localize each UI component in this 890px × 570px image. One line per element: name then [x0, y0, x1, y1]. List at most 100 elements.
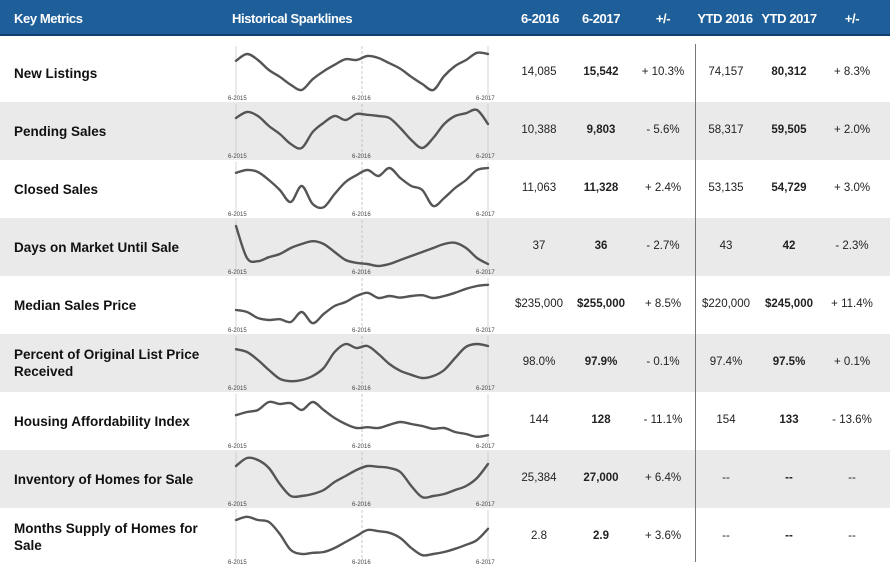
- value-ytd-2017: 80,312: [771, 66, 807, 78]
- sparkline-tick-label: 6-2017: [476, 96, 495, 102]
- value-6-2017: 128: [591, 414, 611, 426]
- sparkline-series: [234, 51, 490, 92]
- sparkline: 6-2015 6-2016 6-2017: [228, 450, 495, 510]
- sparkline-tick-label: 6-2015: [228, 212, 247, 218]
- sparkline-tick-label: 6-2015: [228, 328, 247, 334]
- column-divider: [695, 44, 696, 562]
- sparkline-svg: [234, 394, 490, 444]
- value-change: - 11.1%: [643, 414, 683, 426]
- value-change: - 2.7%: [646, 240, 680, 252]
- value-ytd-2017: 59,505: [771, 124, 807, 136]
- sparkline: 6-2015 6-2016 6-2017: [228, 44, 495, 104]
- sparkline-svg: [234, 46, 490, 96]
- value-6-2017: $255,000: [577, 298, 625, 310]
- value-ytd-2017: --: [785, 530, 793, 542]
- table-row: Median Sales Price 6-2015 6-2016 6-2017 $235…: [0, 276, 890, 334]
- header-ytd-2017: YTD 2017: [761, 11, 817, 26]
- header-ytd-change: +/-: [844, 11, 860, 26]
- sparkline-svg: [234, 510, 490, 560]
- value-ytd-2016: 154: [716, 414, 736, 426]
- value-6-2016: 25,384: [521, 472, 557, 484]
- sparkline-tick-label: 6-2015: [228, 154, 247, 160]
- value-6-2017: 27,000: [583, 472, 619, 484]
- value-ytd-2016: 53,135: [708, 182, 744, 194]
- header-key-metrics: Key Metrics: [14, 11, 83, 26]
- sparkline-svg: [234, 162, 490, 212]
- value-change: - 5.6%: [646, 124, 680, 136]
- value-ytd-2017: 97.5%: [772, 356, 806, 368]
- sparkline-tick-label: 6-2016: [352, 96, 371, 102]
- value-ytd-change: + 11.4%: [831, 298, 873, 310]
- sparkline-svg: [234, 278, 490, 328]
- value-6-2016: 144: [529, 414, 549, 426]
- value-6-2017: 97.9%: [584, 356, 618, 368]
- sparkline-svg: [234, 220, 490, 270]
- sparkline-tick-label: 6-2016: [352, 212, 371, 218]
- sparkline-series: [234, 342, 490, 383]
- sparkline-svg: [234, 104, 490, 154]
- header-change: +/-: [655, 11, 671, 26]
- value-ytd-change: - 13.6%: [832, 414, 872, 426]
- value-change: - 0.1%: [646, 356, 680, 368]
- sparkline: 6-2015 6-2016 6-2017: [228, 508, 495, 568]
- sparkline-tick-label: 6-2015: [228, 270, 247, 276]
- value-6-2017: 11,328: [583, 182, 619, 194]
- value-ytd-2017: 54,729: [771, 182, 807, 194]
- metric-label: Median Sales Price: [14, 298, 137, 313]
- value-ytd-change: + 8.3%: [833, 66, 871, 78]
- table-row: Days on Market Until Sale 6-2015 6-2016 6-2…: [0, 218, 890, 276]
- value-6-2016: 2.8: [531, 530, 547, 542]
- sparkline-tick-label: 6-2016: [352, 386, 371, 392]
- sparkline-tick-label: 6-2016: [352, 328, 371, 334]
- sparkline-tick-label: 6-2015: [228, 444, 247, 450]
- metric-label: Months Supply of Homes for Sale: [14, 521, 198, 553]
- value-6-2016: 98.0%: [522, 356, 556, 368]
- value-ytd-2017: 133: [779, 414, 799, 426]
- metric-label: Inventory of Homes for Sale: [14, 472, 194, 487]
- value-ytd-2016: 97.4%: [709, 356, 743, 368]
- table-row: Closed Sales 6-2015 6-2016 6-2017 11,063 11,3…: [0, 160, 890, 218]
- metric-label: New Listings: [14, 66, 98, 81]
- sparkline-tick-label: 6-2016: [352, 270, 371, 276]
- metric-label: Percent of Original List Price Received: [14, 347, 200, 379]
- sparkline-series: [234, 166, 490, 210]
- sparkline-tick-label: 6-2017: [476, 328, 495, 334]
- table-row: Inventory of Homes for Sale 6-2015 6-2016 6…: [0, 450, 890, 508]
- sparkline-tick-label: 6-2017: [476, 212, 495, 218]
- header-ytd-2016: YTD 2016: [697, 11, 753, 26]
- sparkline-series: [234, 224, 490, 268]
- sparkline: 6-2015 6-2016 6-2017: [228, 218, 495, 278]
- sparkline: 6-2015 6-2016 6-2017: [228, 334, 495, 394]
- value-6-2017: 15,542: [583, 66, 619, 78]
- value-ytd-change: - 2.3%: [835, 240, 869, 252]
- table-row: Pending Sales 6-2015 6-2016 6-2017 10,388 9,8…: [0, 102, 890, 160]
- sparkline-series: [234, 400, 490, 439]
- value-ytd-2016: 43: [719, 240, 733, 252]
- sparkline-svg: [234, 452, 490, 502]
- value-ytd-change: --: [848, 530, 856, 542]
- value-ytd-2016: --: [722, 530, 730, 542]
- sparkline-tick-label: 6-2017: [476, 502, 495, 508]
- sparkline-tick-label: 6-2016: [352, 444, 371, 450]
- value-6-2016: 37: [532, 240, 546, 252]
- sparkline: 6-2015 6-2016 6-2017: [228, 392, 495, 452]
- header-6-2017: 6-2017: [581, 11, 621, 26]
- value-ytd-2016: 74,157: [708, 66, 744, 78]
- value-change: + 6.4%: [644, 472, 682, 484]
- value-6-2016: 14,085: [521, 66, 557, 78]
- value-change: + 2.4%: [644, 182, 682, 194]
- sparkline-series: [234, 108, 490, 150]
- value-change: + 3.6%: [644, 530, 682, 542]
- sparkline-svg: [234, 336, 490, 386]
- sparkline-series: [234, 456, 490, 499]
- value-ytd-change: + 2.0%: [833, 124, 871, 136]
- value-ytd-change: --: [848, 472, 856, 484]
- sparkline-tick-label: 6-2015: [228, 502, 247, 508]
- value-ytd-2016: $220,000: [702, 298, 750, 310]
- sparkline-tick-label: 6-2015: [228, 96, 247, 102]
- table-row: Percent of Original List Price Received 6…: [0, 334, 890, 392]
- value-6-2016: 11,063: [521, 182, 557, 194]
- value-ytd-2017: --: [785, 472, 793, 484]
- sparkline-tick-label: 6-2017: [476, 270, 495, 276]
- value-ytd-2017: 42: [782, 240, 796, 252]
